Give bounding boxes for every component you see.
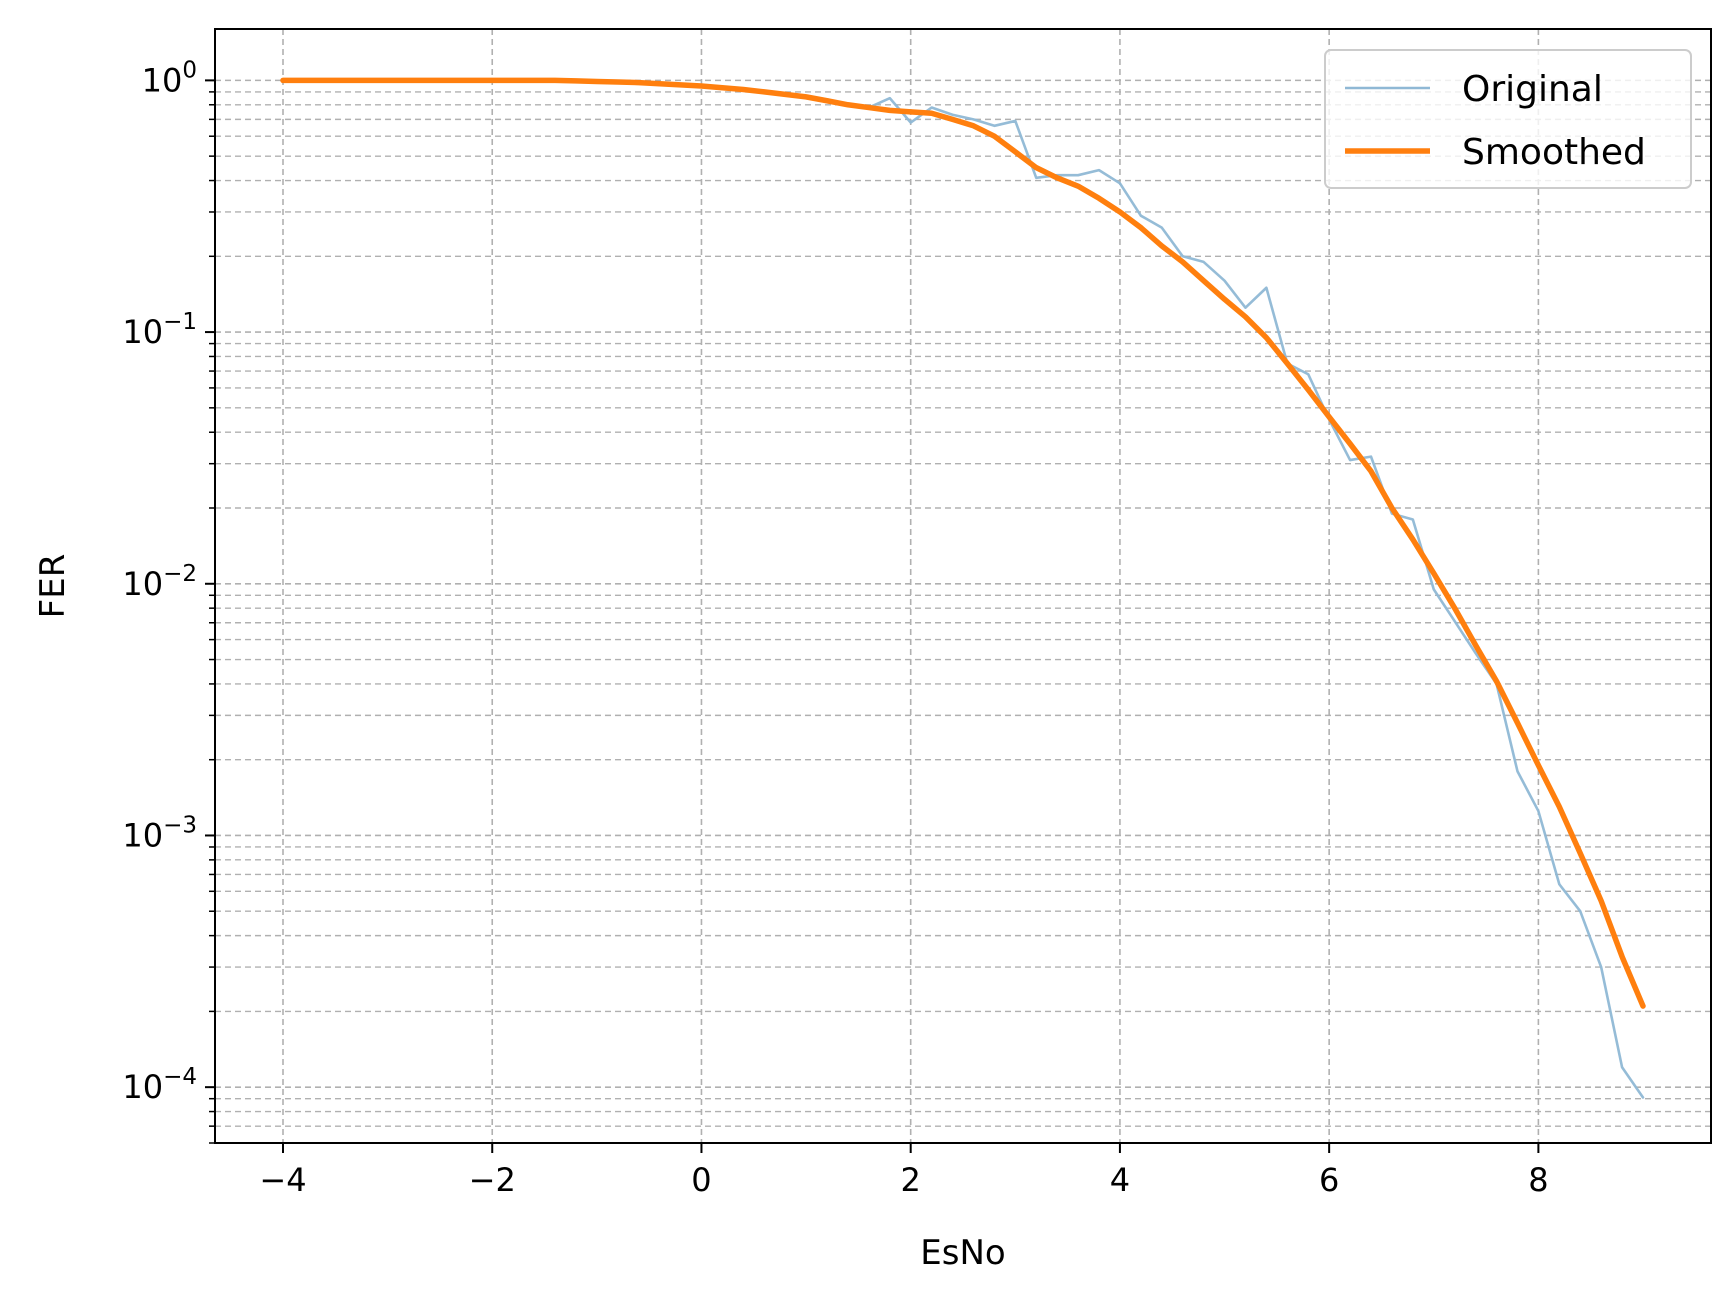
y-tick-exponent: −2 [163, 561, 197, 587]
y-tick-label: 10−2 [122, 561, 197, 603]
legend-label-original: Original [1462, 69, 1603, 110]
x-tick-label: 4 [1110, 1161, 1130, 1199]
series-line-smoothed [280, 77, 1646, 1009]
legend: Original Smoothed [1324, 49, 1692, 189]
x-tick-label: 8 [1528, 1161, 1548, 1199]
y-tick-label: 100 [142, 57, 197, 99]
x-tick-label: 6 [1319, 1161, 1339, 1199]
y-tick-base: 10 [142, 61, 183, 99]
y-tick-exponent: 0 [182, 57, 197, 83]
y-axis-label: FER [33, 554, 73, 619]
x-axis-label: EsNo [920, 1233, 1005, 1273]
plot-frame [214, 28, 1712, 1144]
y-tick-label: 10−3 [122, 812, 197, 854]
y-tick-exponent: −1 [163, 309, 197, 335]
x-tick-label: 2 [901, 1161, 921, 1199]
y-tick-base: 10 [122, 1068, 163, 1106]
legend-label-smoothed: Smoothed [1462, 132, 1646, 173]
y-tick-base: 10 [122, 313, 163, 351]
x-tick-label: −2 [469, 1161, 516, 1199]
x-tick-label: −4 [259, 1161, 306, 1199]
series-lines [280, 77, 1646, 1099]
y-tick-base: 10 [122, 816, 163, 854]
y-tick-label: 10−1 [122, 309, 197, 351]
y-tick-exponent: −3 [163, 812, 197, 838]
x-tick-label: 0 [691, 1161, 711, 1199]
y-tick-exponent: −4 [163, 1064, 197, 1090]
y-tick-label: 10−4 [122, 1064, 197, 1106]
y-tick-base: 10 [122, 565, 163, 603]
